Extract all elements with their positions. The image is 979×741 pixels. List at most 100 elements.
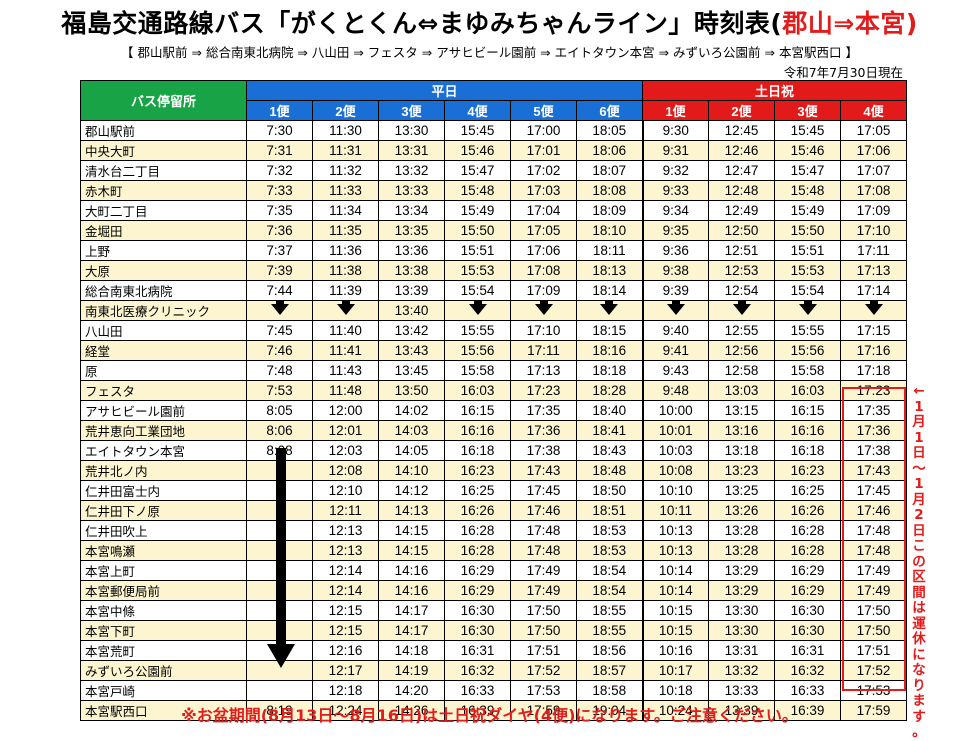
time-cell: 15:46: [774, 140, 841, 161]
time-cell: 16:26: [444, 500, 511, 521]
table-row: 本宮荒町 12:16 14:18 16:31 17:51 18:56 10:16 13:31 1…: [80, 640, 907, 661]
time-cell: 15:54: [444, 280, 511, 301]
time-cell: 13:36: [378, 240, 445, 261]
time-cell: 9:38: [641, 260, 709, 281]
time-cell: 16:16: [774, 420, 841, 441]
time-cell: 11:43: [312, 360, 379, 381]
table-row: 本宮鳴瀬 12:13 14:15 16:28 17:48 18:53 10:13 13:28 1…: [80, 540, 907, 561]
time-cell: 9:35: [641, 220, 709, 241]
time-cell: 10:15: [641, 620, 709, 641]
time-cell: 17:49: [510, 580, 577, 601]
time-cell: 10:11: [641, 500, 709, 521]
time-cell: 10:13: [641, 540, 709, 561]
table-row: アサヒビール園前 8:05 12:00 14:02 16:15 17:35 18:40 10:…: [80, 400, 907, 421]
time-cell: 12:56: [708, 340, 775, 361]
time-cell: 12:55: [708, 320, 775, 341]
pass-arrow-icon: [774, 300, 841, 321]
time-cell: 12:54: [708, 280, 775, 301]
time-cell: 17:43: [840, 460, 907, 481]
time-cell: 15:49: [774, 200, 841, 221]
time-cell: 13:29: [708, 580, 775, 601]
as-of-date: 令和7年7月30日現在: [783, 65, 903, 80]
time-cell: 18:06: [576, 140, 643, 161]
time-cell: 9:33: [641, 180, 709, 201]
time-cell: 18:16: [576, 340, 643, 361]
time-cell: 17:11: [840, 240, 907, 261]
time-cell: 14:19: [378, 660, 445, 681]
time-cell: 7:46: [246, 340, 313, 361]
time-cell: 18:09: [576, 200, 643, 221]
time-cell: 12:08: [312, 460, 379, 481]
down-arrow-icon: [336, 301, 355, 315]
time-cell: 12:58: [708, 360, 775, 381]
time-cell: 17:49: [840, 580, 907, 601]
time-cell: 7:31: [246, 140, 313, 161]
time-cell: 16:30: [774, 600, 841, 621]
time-cell: 17:00: [510, 120, 577, 141]
time-cell: 15:48: [444, 180, 511, 201]
time-cell: 16:29: [774, 580, 841, 601]
time-cell: 17:43: [510, 460, 577, 481]
stop-name: 上野: [80, 240, 247, 261]
table-row: 大原 7:39 11:38 13:38 15:53 17:08 18:13 9:38 12:53…: [80, 260, 907, 281]
time-cell: 10:08: [641, 460, 709, 481]
route-summary: 【 郡山駅前 ⇒ 総合南東北病院 ⇒ 八山田 ⇒ フェスタ ⇒ アサヒビール園前…: [121, 45, 858, 60]
stop-name: 本宮郵便局前: [80, 580, 247, 601]
time-cell: 8:05: [246, 400, 313, 421]
time-cell: 14:03: [378, 420, 445, 441]
time-cell: 7:48: [246, 360, 313, 381]
time-cell: 12:16: [312, 640, 379, 661]
time-cell: 17:46: [510, 500, 577, 521]
time-cell: 13:28: [708, 540, 775, 561]
table-row: 仁井田下ノ原 12:11 14:13 16:26 17:46 18:51 10:11 13:2…: [80, 500, 907, 521]
time-cell: 17:03: [510, 180, 577, 201]
time-cell: 12:24: [312, 700, 379, 721]
time-cell: 13:33: [708, 680, 775, 701]
time-cell: 14:10: [378, 460, 445, 481]
time-cell: 18:55: [576, 600, 643, 621]
time-cell: 17:02: [510, 160, 577, 181]
time-cell: 12:13: [312, 540, 379, 561]
weekday-run-header: 4便: [444, 100, 511, 121]
time-cell: 13:03: [708, 380, 775, 401]
time-cell: 15:47: [774, 160, 841, 181]
time-cell: 16:28: [774, 520, 841, 541]
table-row: 赤木町 7:33 11:33 13:33 15:48 17:03 18:08 9:33 12:4…: [80, 180, 907, 201]
time-cell: 18:15: [576, 320, 643, 341]
down-arrow-icon: [270, 301, 289, 315]
timetable: バス停留所 平日 土日祝 1便 2便 3便 4便 5便 6便 1便 2便 3便 4便 郡山駅前 7:…: [80, 80, 907, 721]
time-cell: 15:51: [774, 240, 841, 261]
table-row: 南東北医療クリニック 13:40: [80, 300, 907, 321]
time-cell: 8:06: [246, 420, 313, 441]
table-row: 荒井恵向工業団地 8:06 12:01 14:03 16:16 17:36 18:41 10:…: [80, 420, 907, 441]
time-cell: 12:01: [312, 420, 379, 441]
time-cell: 17:38: [510, 440, 577, 461]
time-cell: 18:08: [576, 180, 643, 201]
time-cell: 17:48: [510, 540, 577, 561]
time-cell: 16:28: [444, 520, 511, 541]
time-cell: 13:35: [378, 220, 445, 241]
time-cell: 9:40: [641, 320, 709, 341]
time-cell: 10:03: [641, 440, 709, 461]
time-cell: 12:11: [312, 500, 379, 521]
time-cell: 18:05: [576, 120, 643, 141]
stop-name: 経堂: [80, 340, 247, 361]
time-cell: 16:31: [774, 640, 841, 661]
time-cell: 17:46: [840, 500, 907, 521]
weekend-run-header: 1便: [642, 100, 709, 121]
time-cell: 9:41: [641, 340, 709, 361]
time-cell: 14:15: [378, 540, 445, 561]
time-cell: 14:26: [378, 700, 445, 721]
time-cell: 12:17: [312, 660, 379, 681]
time-cell: 17:13: [840, 260, 907, 281]
time-cell: 11:34: [312, 200, 379, 221]
time-cell: 10:15: [641, 600, 709, 621]
pass-arrow-icon: [312, 300, 379, 321]
time-cell: 10:14: [641, 560, 709, 581]
closure-note-char: 運: [912, 615, 926, 632]
time-cell: 13:26: [708, 500, 775, 521]
stop-name: 郡山駅前: [80, 120, 247, 141]
time-cell: 17:07: [840, 160, 907, 181]
time-cell: 13:45: [378, 360, 445, 381]
time-cell: 15:55: [444, 320, 511, 341]
